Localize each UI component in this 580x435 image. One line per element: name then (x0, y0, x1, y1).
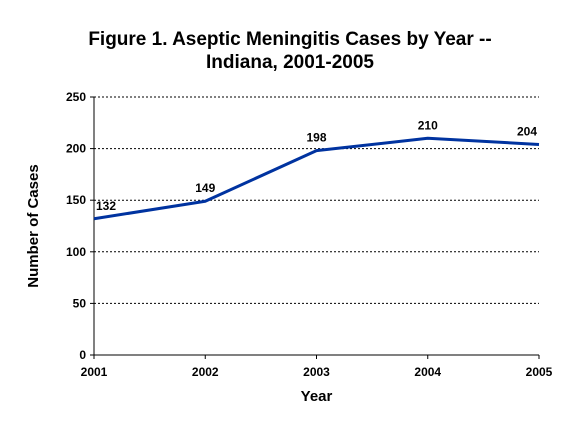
gridlines (94, 96, 539, 304)
series-line (93, 136, 540, 221)
data-labels: 132 149 198 210 204 (96, 118, 537, 212)
data-label: 204 (517, 124, 537, 138)
y-tick-label: 250 (66, 90, 86, 104)
data-label: 198 (306, 131, 326, 145)
y-tick-labels: 0 50 100 150 200 250 (66, 90, 94, 362)
chart-title-line-1: Figure 1. Aseptic Meningitis Cases by Ye… (88, 29, 492, 50)
y-tick-label: 50 (73, 296, 87, 310)
data-label: 210 (418, 118, 438, 132)
chart-title: Figure 1. Aseptic Meningitis Cases by Ye… (0, 28, 580, 74)
y-tick-label: 100 (66, 245, 86, 259)
chart-title-line-2: Indiana, 2001-2005 (206, 52, 374, 73)
y-axis-label: Number of Cases (25, 164, 42, 287)
x-tick-labels: 2001 2002 2003 2004 2005 (81, 355, 553, 379)
x-tick-label: 2005 (526, 365, 553, 379)
x-tick-label: 2004 (414, 365, 441, 379)
data-label: 149 (195, 181, 215, 195)
x-axis-label: Year (301, 388, 333, 405)
y-tick-label: 200 (66, 142, 86, 156)
data-label: 132 (96, 199, 116, 213)
y-tick-label: 0 (79, 348, 86, 362)
y-tick-label: 150 (66, 193, 86, 207)
x-tick-label: 2002 (192, 365, 219, 379)
x-tick-label: 2001 (81, 365, 108, 379)
x-tick-label: 2003 (303, 365, 330, 379)
